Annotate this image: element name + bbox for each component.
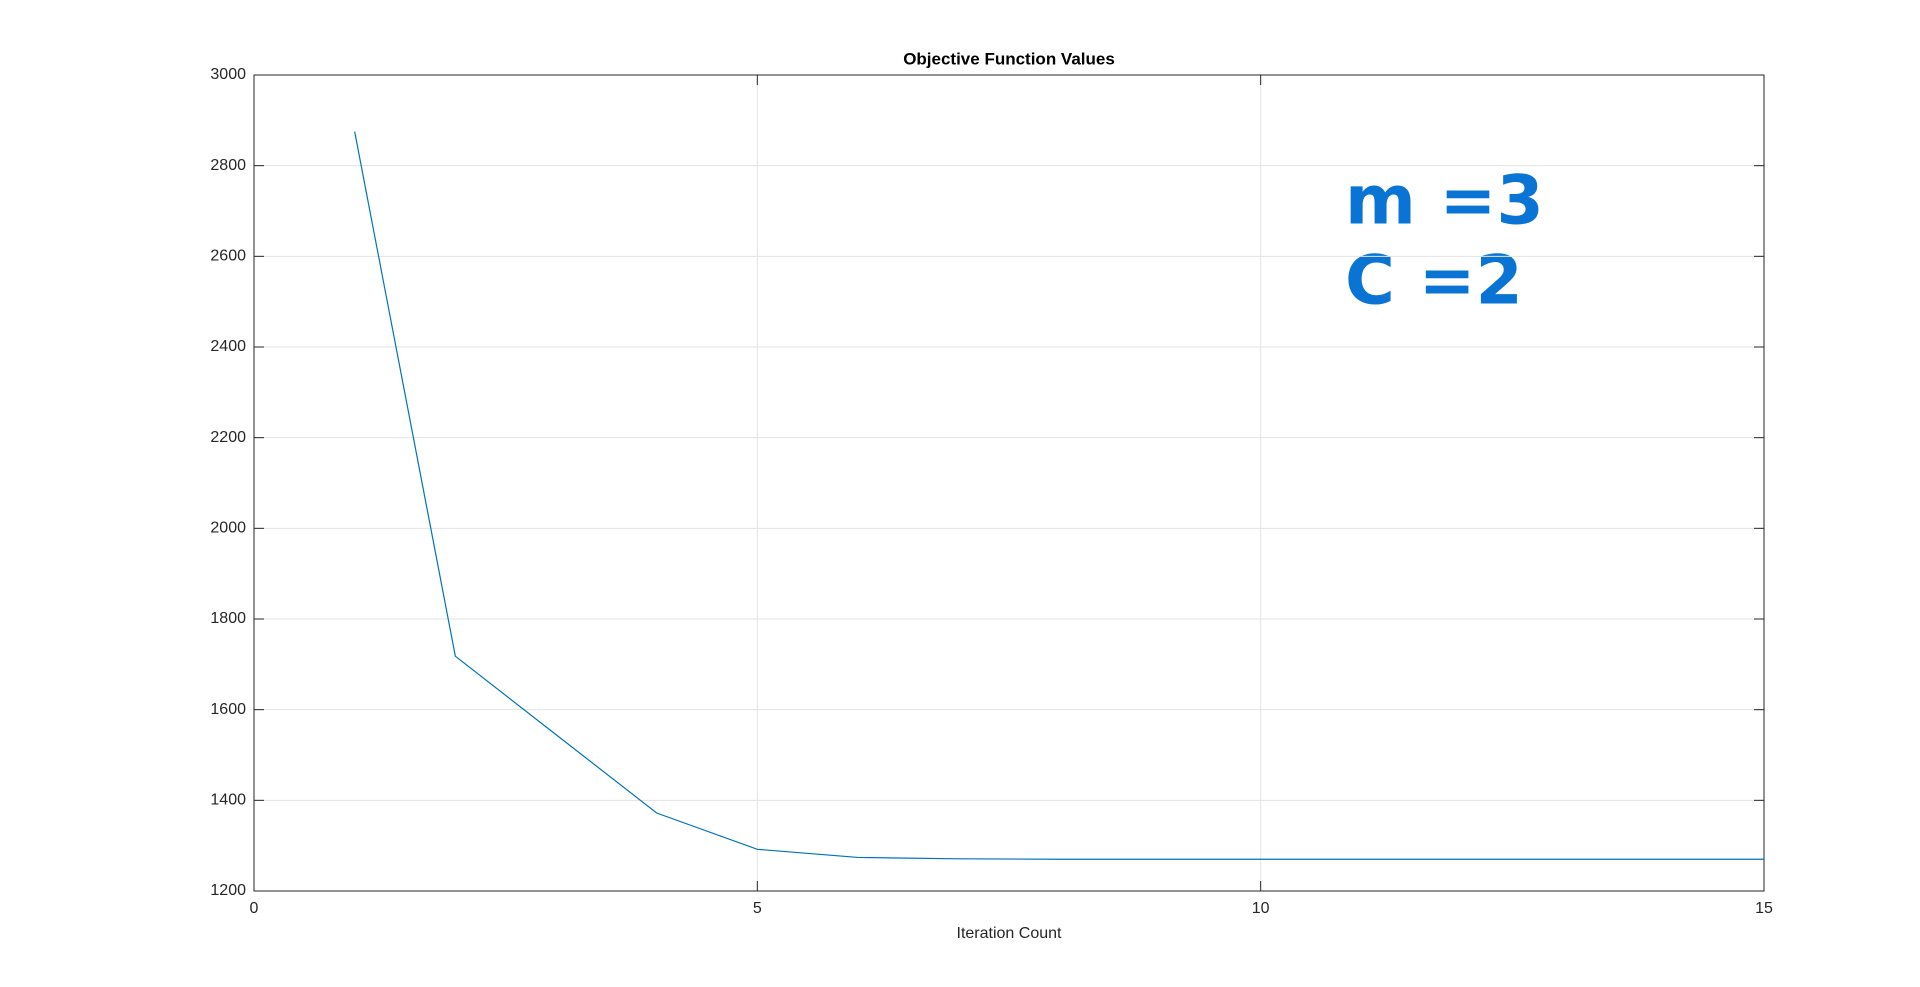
x-tick-label: 15	[1755, 900, 1773, 917]
y-tick-label: 2200	[210, 429, 246, 446]
x-tick-label: 10	[1252, 900, 1270, 917]
x-axis-label: Iteration Count	[957, 925, 1063, 942]
x-tick-label: 0	[250, 900, 259, 917]
y-tick-label: 2000	[210, 520, 246, 537]
y-tick-label: 2400	[210, 338, 246, 355]
x-tick-label: 5	[753, 900, 762, 917]
y-tick-label: 2600	[210, 248, 246, 265]
y-tick-label: 1800	[210, 610, 246, 627]
y-tick-label: 1400	[210, 792, 246, 809]
data-line	[354, 131, 1764, 860]
y-tick-label: 2800	[210, 157, 246, 174]
annotation: C =2	[1345, 242, 1523, 321]
y-tick-label: 1200	[210, 882, 246, 899]
plot-area	[254, 75, 1764, 891]
annotation: m =3	[1345, 162, 1544, 241]
y-tick-label: 1600	[210, 701, 246, 718]
y-tick-label: 3000	[210, 66, 246, 83]
axes-box	[253, 74, 1765, 892]
chart-title: Objective Function Values	[903, 49, 1115, 68]
